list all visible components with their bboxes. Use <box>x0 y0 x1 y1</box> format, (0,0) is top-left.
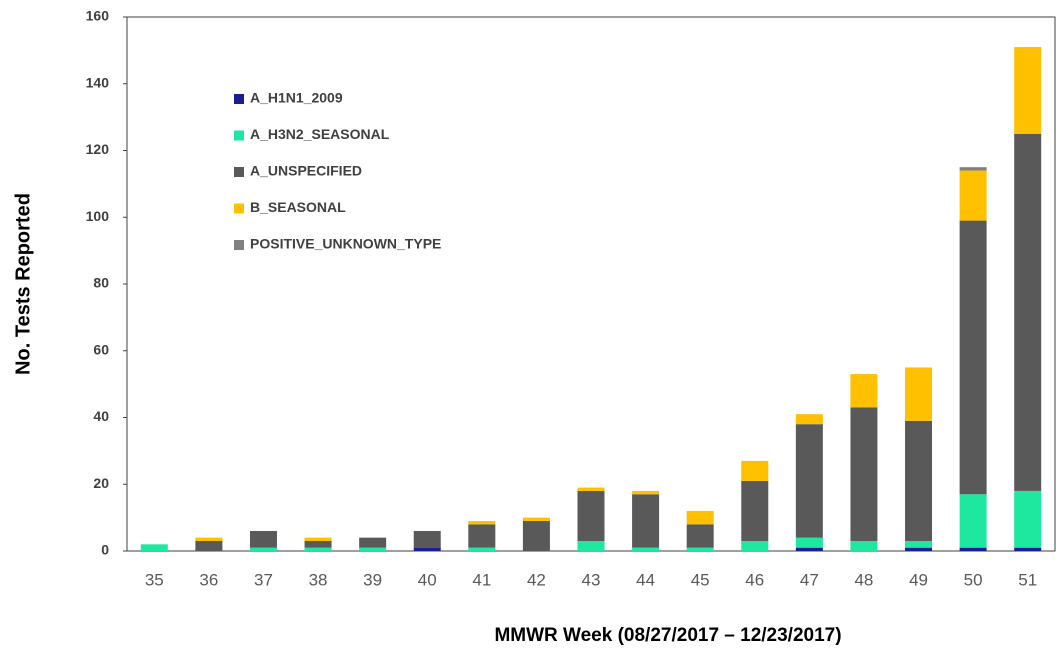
y-tick-label: 140 <box>86 74 110 90</box>
legend-swatch <box>234 94 244 104</box>
bar-segment <box>795 537 823 548</box>
bar-segment <box>959 494 987 548</box>
bar-segment <box>468 547 496 551</box>
x-tick-label: 42 <box>527 570 546 589</box>
x-tick-label: 37 <box>254 570 273 589</box>
bar-segment <box>522 517 550 521</box>
legend-label: A_H1N1_2009 <box>250 90 343 106</box>
y-tick-label: 100 <box>86 208 110 224</box>
y-axis-title: No. Tests Reported <box>12 193 34 375</box>
x-tick-label: 45 <box>691 570 710 589</box>
y-tick-label: 20 <box>93 475 109 491</box>
x-tick-label: 46 <box>745 570 764 589</box>
bar-segment <box>850 407 878 541</box>
x-tick-label: 44 <box>636 570 655 589</box>
bar-segment <box>632 494 660 548</box>
x-axis-title: MMWR Week (08/27/2017 – 12/23/2017) <box>494 625 841 646</box>
y-tick-label: 160 <box>86 8 110 24</box>
bar-segment <box>359 547 387 551</box>
bar-segment <box>413 530 441 548</box>
x-tick-label: 38 <box>309 570 328 589</box>
x-tick-label: 35 <box>145 570 164 589</box>
bar-segment <box>1014 547 1042 551</box>
x-tick-label: 50 <box>964 570 983 589</box>
bar-segment <box>468 520 496 525</box>
y-tick-label: 0 <box>101 542 109 558</box>
bar-segment <box>304 547 332 551</box>
bar-segment <box>413 547 441 551</box>
bar-segment <box>577 487 605 491</box>
bar-segment <box>577 490 605 541</box>
legend-swatch <box>234 167 244 177</box>
bar-segment <box>249 547 277 551</box>
bar-segment <box>140 544 168 551</box>
legend-label: POSITIVE_UNKNOWN_TYPE <box>250 236 441 252</box>
bar-segment <box>632 547 660 551</box>
legend-swatch <box>234 130 244 141</box>
y-tick-label: 80 <box>93 275 109 291</box>
legend-label: B_SEASONAL <box>250 199 346 215</box>
legend-swatch <box>234 203 244 214</box>
bar-segment <box>468 524 496 548</box>
x-tick-label: 47 <box>800 570 819 589</box>
bar-segment <box>195 537 223 541</box>
bar-segment <box>850 374 878 408</box>
bar-segment <box>959 547 987 551</box>
bar-segment <box>686 547 714 551</box>
bar-segment <box>686 524 714 548</box>
bar-segment <box>195 540 223 551</box>
x-tick-label: 43 <box>582 570 601 589</box>
bar-segment <box>304 540 332 548</box>
bar-segment <box>959 167 987 171</box>
bar-segment <box>1014 47 1042 134</box>
bar-segment <box>741 540 769 551</box>
legend-label: A_H3N2_SEASONAL <box>250 126 390 142</box>
bar-segment <box>304 537 332 541</box>
bar-segment <box>741 480 769 541</box>
bar-segment <box>577 540 605 551</box>
x-tick-label: 51 <box>1018 570 1037 589</box>
x-tick-label: 40 <box>418 570 437 589</box>
bar-segment <box>1014 133 1042 491</box>
bar-segment <box>686 510 714 525</box>
bar-segment <box>905 547 933 551</box>
bar-segment <box>741 460 769 481</box>
x-tick-label: 49 <box>909 570 928 589</box>
bar-segment <box>1014 490 1042 548</box>
bar-segment <box>795 414 823 425</box>
bar-segment <box>359 537 387 548</box>
x-tick-label: 41 <box>472 570 491 589</box>
bar-segment <box>850 540 878 551</box>
y-tick-label: 60 <box>93 341 109 357</box>
y-tick-label: 120 <box>86 141 110 157</box>
bar-segment <box>959 220 987 495</box>
bar-segment <box>249 530 277 548</box>
y-tick-label: 40 <box>93 408 109 424</box>
bar-segment <box>905 420 933 541</box>
bar-segment <box>632 490 660 495</box>
x-tick-label: 48 <box>854 570 873 589</box>
bar-segment <box>522 520 550 551</box>
legend-label: A_UNSPECIFIED <box>250 163 362 179</box>
bar-segment <box>795 424 823 538</box>
x-tick-label: 36 <box>199 570 218 589</box>
legend-swatch <box>234 240 244 250</box>
bar-segment <box>905 540 933 548</box>
bar-segment <box>959 170 987 221</box>
x-tick-label: 39 <box>363 570 382 589</box>
bar-segment <box>795 547 823 551</box>
bar-segment <box>905 367 933 421</box>
